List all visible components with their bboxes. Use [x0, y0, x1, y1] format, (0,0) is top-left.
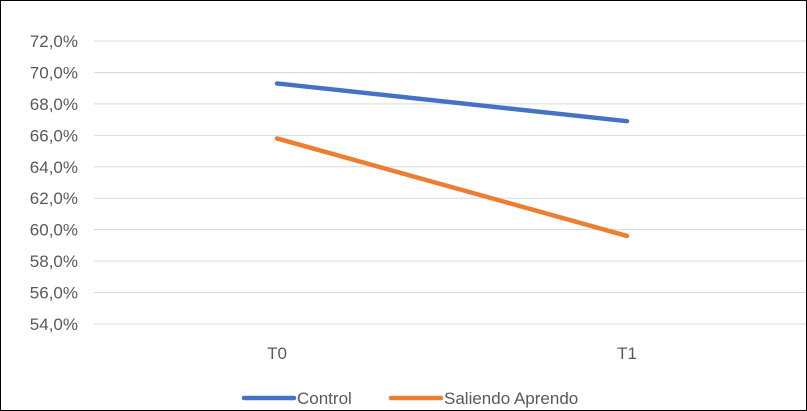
y-tick-label: 72,0% — [30, 32, 78, 51]
y-tick-label: 62,0% — [30, 189, 78, 208]
y-tick-label: 60,0% — [30, 221, 78, 240]
y-axis-tick-labels: 72,0% 70,0% 68,0% 66,0% 64,0% 62,0% 60,0% 58,0%… — [30, 32, 78, 334]
y-tick-label: 58,0% — [30, 252, 78, 271]
x-tick-label: T0 — [267, 344, 287, 363]
legend-label-saliendo-aprendo: Saliendo Aprendo — [444, 389, 578, 408]
y-tick-label: 68,0% — [30, 95, 78, 114]
series-lines — [274, 81, 630, 239]
y-tick-label: 66,0% — [30, 126, 78, 145]
x-tick-label: T1 — [617, 344, 637, 363]
x-axis-tick-labels: T0 T1 — [267, 344, 637, 363]
series-line-saliendo-aprendo — [274, 136, 630, 239]
y-tick-label: 54,0% — [30, 315, 78, 334]
legend-label-control: Control — [297, 389, 352, 408]
gridlines — [94, 40, 806, 325]
y-tick-label: 70,0% — [30, 63, 78, 82]
legend: Control Saliendo Aprendo — [241, 389, 578, 408]
y-tick-label: 56,0% — [30, 284, 78, 303]
series-line-control — [274, 81, 630, 124]
y-tick-label: 64,0% — [30, 158, 78, 177]
